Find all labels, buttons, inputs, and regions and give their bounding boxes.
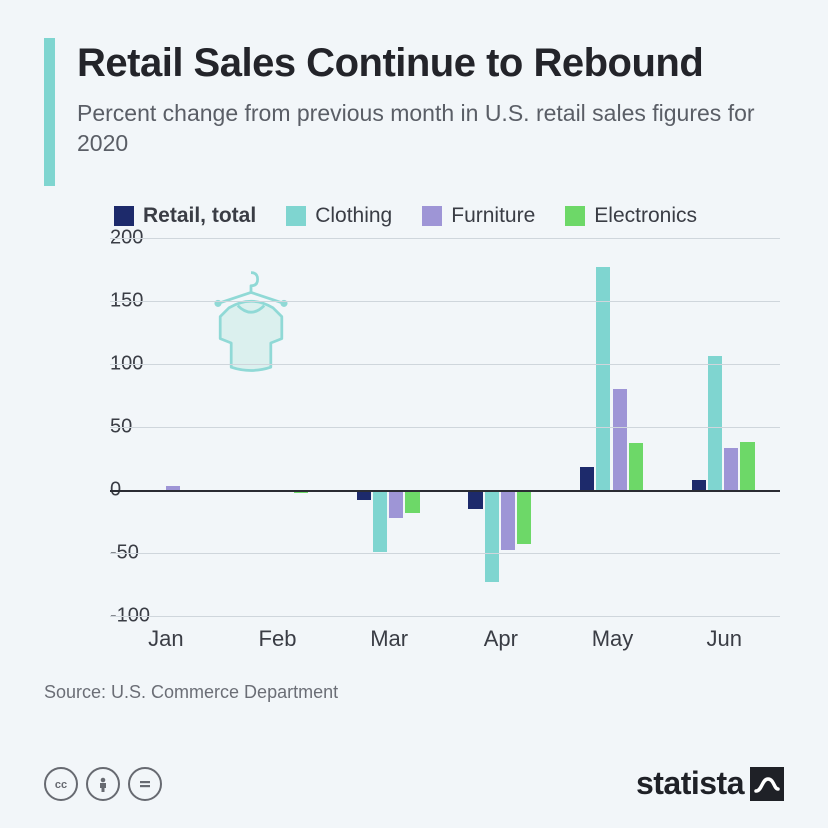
- svg-text:cc: cc: [55, 779, 67, 791]
- header: Retail Sales Continue to Rebound Percent…: [44, 38, 784, 186]
- by-icon: [86, 767, 120, 801]
- legend-swatch: [422, 206, 442, 226]
- gridline: [110, 238, 780, 239]
- x-tick-label: Apr: [445, 626, 557, 652]
- x-tick-label: Feb: [222, 626, 334, 652]
- legend-label: Electronics: [594, 204, 697, 228]
- bar: [692, 480, 706, 490]
- accent-bar: [44, 38, 55, 186]
- legend-item: Furniture: [422, 204, 535, 228]
- bar: [613, 389, 627, 490]
- x-tick-label: Mar: [333, 626, 445, 652]
- chart-area: -100-50050100150200 JanFebMarAprMayJun: [48, 238, 784, 652]
- x-tick-label: Jun: [668, 626, 780, 652]
- gridline: [110, 553, 780, 554]
- bar: [405, 490, 419, 513]
- bar: [724, 448, 738, 490]
- legend-item: Clothing: [286, 204, 392, 228]
- legend-swatch: [565, 206, 585, 226]
- license-badges: cc: [44, 767, 162, 801]
- gridline: [110, 616, 780, 617]
- gridline: [110, 301, 780, 302]
- x-axis-labels: JanFebMarAprMayJun: [110, 626, 780, 652]
- sweater-hanger-icon: [196, 266, 306, 376]
- bar: [468, 490, 482, 509]
- bar: [517, 490, 531, 544]
- x-tick-label: Jan: [110, 626, 222, 652]
- legend: Retail, total Clothing Furniture Electronic…: [114, 204, 784, 228]
- brand-name: statista: [636, 765, 744, 802]
- bar: [740, 442, 754, 490]
- legend-label: Furniture: [451, 204, 535, 228]
- cc-icon: cc: [44, 767, 78, 801]
- legend-label: Clothing: [315, 204, 392, 228]
- bar: [389, 490, 403, 518]
- footer: cc statista: [44, 765, 784, 802]
- gridline: [110, 427, 780, 428]
- legend-label: Retail, total: [143, 204, 256, 228]
- legend-swatch: [286, 206, 306, 226]
- nd-icon: [128, 767, 162, 801]
- legend-item: Retail, total: [114, 204, 256, 228]
- x-tick-label: May: [557, 626, 669, 652]
- chart-subtitle: Percent change from previous month in U.…: [77, 99, 784, 159]
- legend-item: Electronics: [565, 204, 697, 228]
- bar: [501, 490, 515, 550]
- bar: [580, 467, 594, 490]
- gridline: [110, 364, 780, 365]
- brand: statista: [636, 765, 784, 802]
- chart-title: Retail Sales Continue to Rebound: [77, 42, 784, 85]
- bar: [629, 443, 643, 490]
- infographic-container: Retail Sales Continue to Rebound Percent…: [0, 0, 828, 828]
- brand-logo-icon: [750, 767, 784, 801]
- bar: [485, 490, 499, 582]
- title-block: Retail Sales Continue to Rebound Percent…: [77, 38, 784, 186]
- bar: [708, 356, 722, 490]
- gridline: [110, 490, 780, 492]
- source-text: Source: U.S. Commerce Department: [44, 682, 784, 703]
- legend-swatch: [114, 206, 134, 226]
- bar: [373, 490, 387, 552]
